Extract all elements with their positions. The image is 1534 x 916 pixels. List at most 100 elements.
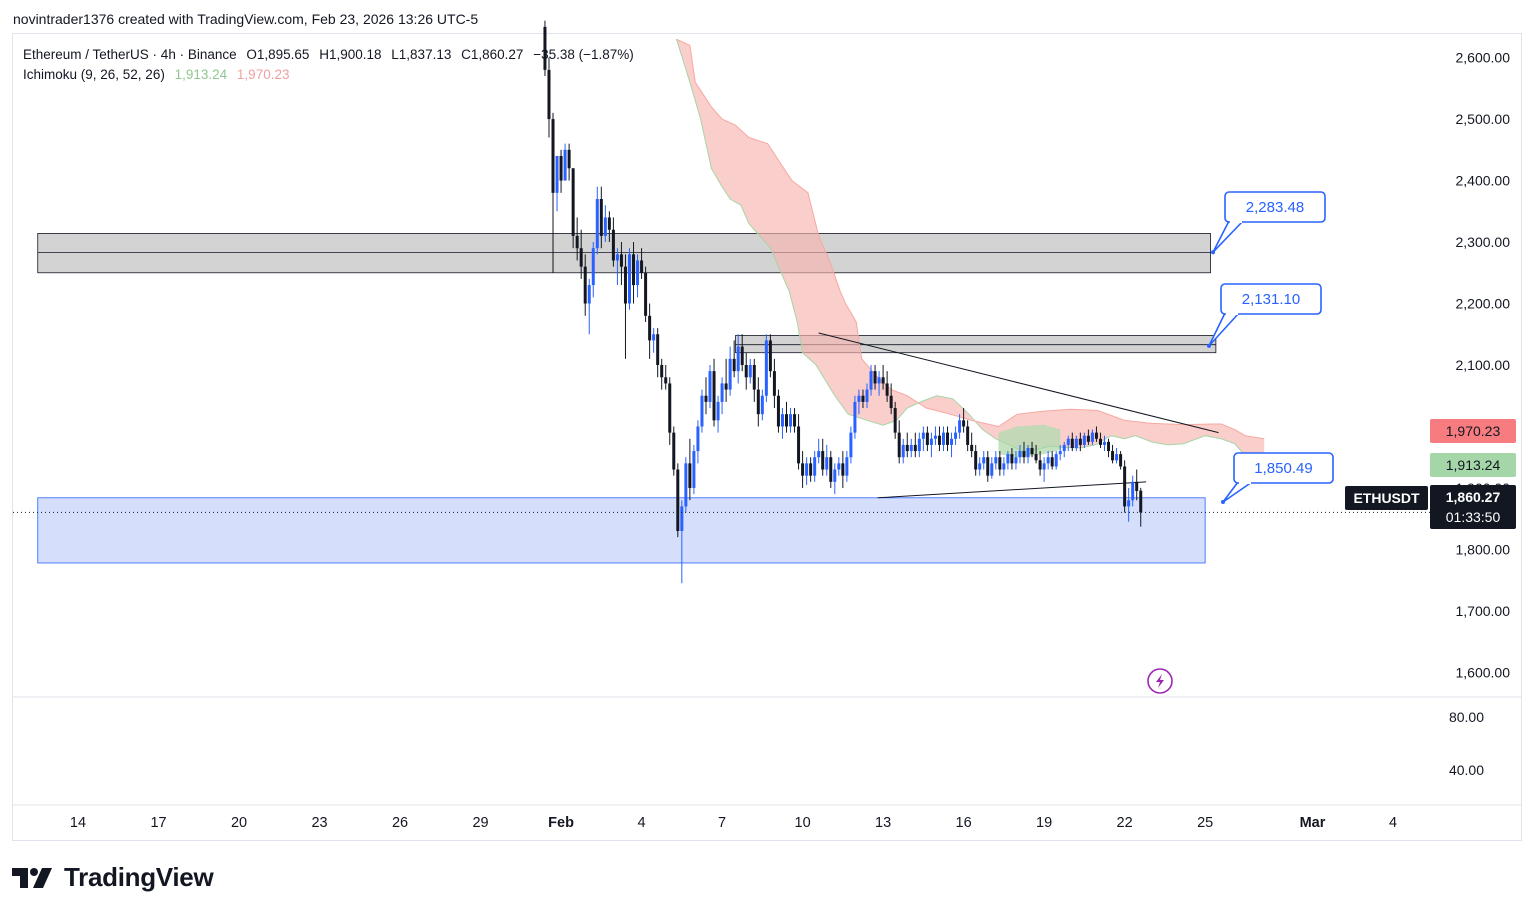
candle [1010,448,1014,470]
candle [652,328,656,353]
svg-text:1,970.23: 1,970.23 [1446,423,1501,439]
candle [1054,451,1058,470]
candle [1123,460,1127,513]
candle [857,389,861,415]
callout-pointer [1208,312,1240,347]
y-tick-label: 1,600.00 [1456,664,1511,680]
candle [744,352,748,390]
candle [853,395,857,439]
lightning-icon[interactable] [1147,668,1173,694]
last-price-label[interactable]: 1,860.27 [1430,485,1516,509]
y-tick-label: 2,300.00 [1456,234,1511,250]
candle [644,266,648,322]
candle [607,211,611,243]
callout-anchor [1207,343,1211,348]
candle [591,242,595,298]
x-tick-label: 19 [1036,815,1052,831]
callout-anchor [1211,250,1215,255]
candle [982,451,986,470]
candle [841,451,845,488]
x-tick-label: Mar [1300,815,1326,831]
time-axis: 14 17 20 23 26 29 Feb 4 7 10 13 16 19 22 25 Mar 4 [70,815,1397,831]
candle [595,186,599,255]
callout-text: 1,850.49 [1254,460,1312,477]
candle [1094,426,1098,442]
candle [869,365,873,396]
candle [978,457,982,476]
candle [889,383,893,415]
candle [1135,469,1139,501]
callout-box [1220,283,1322,315]
descending-trendline[interactable] [818,332,1219,434]
candle [1090,429,1094,445]
candle [966,420,970,452]
candle [664,365,668,390]
candle [567,143,571,181]
candles-layer [13,20,1430,584]
tradingview-logo-icon [12,867,52,888]
y-tick-label: 1,700.00 [1456,603,1511,619]
candle [599,186,603,249]
candle [970,432,974,458]
candle [974,444,978,476]
y-tick-label: 2,600.00 [1456,50,1511,66]
supply-zone-upper[interactable] [37,233,1211,274]
candle [925,426,929,452]
candle [724,358,728,402]
candle [579,229,583,279]
candle [611,217,615,267]
tradingview-logo[interactable]: TradingView [12,862,214,893]
candle [656,328,660,378]
symbol-tag[interactable]: ETHUSDT [1345,486,1428,510]
candle [559,149,563,193]
candle [760,389,764,421]
candle [772,358,776,409]
ichimoku-cloud [675,38,1265,470]
price-callout[interactable]: 2,131.10 [1207,283,1322,348]
price-callout[interactable]: 1,850.49 [1221,452,1334,504]
callout-box [1233,452,1334,484]
candle [768,334,772,378]
x-tick-label: 14 [70,815,86,831]
legend-low: L1,837.13 [391,47,452,62]
price-callout[interactable]: 2,283.48 [1211,191,1326,255]
candle [708,365,712,409]
candle [990,457,994,479]
candle [752,358,756,402]
demand-zone[interactable] [37,497,1206,564]
candle [1111,444,1115,464]
countdown-label[interactable]: 01:33:50 [1430,505,1516,529]
trendlines-layer [818,332,1219,499]
candle [877,371,881,396]
candle [946,426,950,452]
candle [1103,435,1107,452]
candle [1030,441,1034,458]
candle [829,451,833,488]
legend-symbol[interactable]: Ethereum / TetherUS · 4h · Binance [23,47,237,62]
candle [805,457,809,485]
candle [728,346,732,396]
candle [615,248,619,286]
candle [813,451,817,482]
candle [1018,444,1022,464]
candle [1026,444,1030,464]
ichimoku-span-b-label[interactable]: 1,970.23 [1430,419,1516,443]
candle [660,358,664,390]
candle [571,168,575,249]
candle [1006,451,1010,470]
callout-text: 2,283.48 [1246,199,1304,216]
legend-indicator-name[interactable]: Ichimoku (9, 26, 52, 26) [23,67,165,82]
candle [954,426,958,445]
candle [1078,432,1082,452]
ichimoku-span-a-label[interactable]: 1,913.24 [1430,453,1516,477]
candle [1058,444,1062,461]
candle [1002,457,1006,476]
candle [1127,487,1131,522]
candle [958,414,962,439]
candle [672,426,676,476]
candle [797,414,801,470]
candle [1086,429,1090,445]
oscillator-tick-label: 40.00 [1449,762,1484,778]
ascending-trendline[interactable] [877,481,1147,499]
